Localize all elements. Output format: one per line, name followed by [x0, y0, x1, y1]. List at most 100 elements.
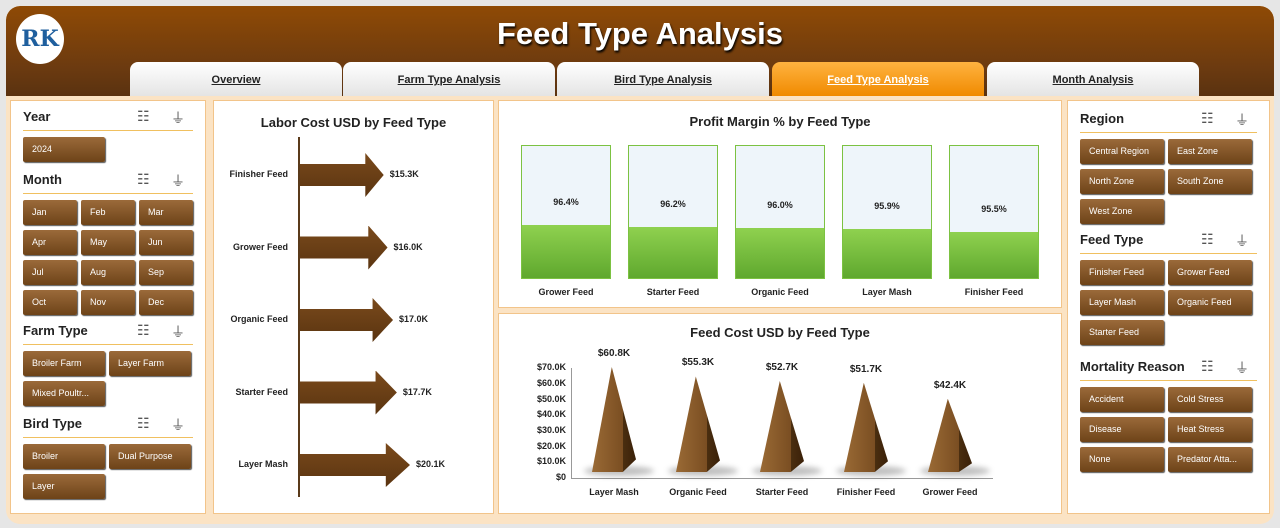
slicer-item-sep[interactable]: Sep	[139, 260, 193, 285]
slicer-item-layer-mash[interactable]: Layer Mash	[1080, 290, 1164, 315]
page-title: Feed Type Analysis	[497, 16, 783, 51]
y-axis	[571, 368, 572, 478]
slicer-item-starter-feed[interactable]: Starter Feed	[1080, 320, 1164, 345]
slicer-item-none[interactable]: None	[1080, 447, 1164, 472]
slicer-title: Farm Type	[23, 323, 88, 338]
pyramid	[844, 382, 888, 472]
left-slicer-panel: Year ☷ ⏚ 2024 Month ☷ ⏚ Jan Feb Mar Apr May Jun Jul Au…	[10, 100, 206, 514]
slicer-item-east-zone[interactable]: East Zone	[1168, 139, 1252, 164]
arrow-bar	[300, 225, 388, 270]
slicer-item-oct[interactable]: Oct	[23, 290, 77, 315]
pyramid	[928, 398, 972, 472]
clear-filter-icon[interactable]: ⏚	[1235, 112, 1263, 128]
multi-select-icon[interactable]: ☷	[137, 108, 164, 124]
clear-filter-icon[interactable]: ⏚	[1235, 233, 1263, 249]
slicer-item-south-zone[interactable]: South Zone	[1168, 169, 1252, 194]
data-label: $17.7K	[402, 386, 432, 397]
pyramid	[592, 366, 636, 472]
slicer-item-predator-atta-[interactable]: Predator Atta...	[1168, 447, 1252, 472]
data-label: $20.1K	[416, 459, 446, 469]
category-label: Organic Feed	[669, 487, 727, 497]
multi-select-icon[interactable]: ☷	[1201, 110, 1228, 126]
progress-box: 96.0%	[735, 145, 825, 279]
data-label: 96.2%	[660, 198, 686, 209]
multi-select-icon[interactable]: ☷	[137, 415, 164, 431]
header: RK Feed Type Analysis Overview Farm Type …	[6, 6, 1274, 96]
slicer-item-jun[interactable]: Jun	[139, 230, 193, 255]
slicer-divider	[23, 193, 193, 194]
clear-filter-icon[interactable]: ⏚	[1235, 360, 1263, 376]
data-label: $60.8K	[597, 347, 631, 359]
progress-fill	[736, 228, 824, 278]
data-label: 96.0%	[767, 200, 793, 211]
progress-fill	[522, 224, 610, 278]
tab-feed-type-analysis[interactable]: Feed Type Analysis	[772, 62, 984, 96]
data-label: $42.4K	[933, 379, 967, 391]
category-label: Layer Mash	[862, 287, 912, 297]
pyramid	[676, 376, 720, 472]
clear-filter-icon[interactable]: ⏚	[171, 110, 199, 126]
tab-bird-type-analysis[interactable]: Bird Type Analysis	[557, 62, 769, 96]
slicer-title: Month	[23, 172, 62, 187]
slicer-item-finisher-feed[interactable]: Finisher Feed	[1080, 260, 1164, 285]
multi-select-icon[interactable]: ☷	[137, 171, 164, 187]
data-label: 95.5%	[981, 204, 1007, 215]
category-label: Starter Feed	[646, 287, 700, 297]
slicer-item-feb[interactable]: Feb	[81, 200, 135, 225]
slicer-item-2024[interactable]: 2024	[23, 137, 105, 162]
slicer-item-disease[interactable]: Disease	[1080, 417, 1164, 442]
logo: RK	[16, 14, 64, 64]
slicer-item-central-region[interactable]: Central Region	[1080, 139, 1164, 164]
data-label: $51.7K	[849, 363, 883, 375]
category-label: Finisher Feed	[836, 487, 896, 497]
data-label: 95.9%	[874, 201, 900, 212]
slicer-item-jul[interactable]: Jul	[23, 260, 77, 285]
right-slicer-panel: Region ☷ ⏚ Central Region East Zone North Zon…	[1067, 100, 1270, 514]
slicer-item-layer-farm[interactable]: Layer Farm	[109, 351, 191, 376]
slicer-item-layer[interactable]: Layer	[23, 474, 105, 499]
progress-box: 95.5%	[949, 145, 1039, 279]
multi-select-icon[interactable]: ☷	[1201, 231, 1228, 247]
data-label: 96.4%	[553, 196, 579, 207]
clear-filter-icon[interactable]: ⏚	[171, 173, 199, 189]
slicer-item-broiler[interactable]: Broiler	[23, 444, 105, 469]
slicer-item-dec[interactable]: Dec	[139, 290, 193, 315]
slicer-item-may[interactable]: May	[81, 230, 135, 255]
slicer-item-jan[interactable]: Jan	[23, 200, 77, 225]
category-label: Grower Feed	[232, 241, 288, 252]
slicer-title: Region	[1080, 111, 1125, 126]
slicer-item-cold-stress[interactable]: Cold Stress	[1168, 387, 1252, 412]
slicer-item-nov[interactable]: Nov	[81, 290, 135, 315]
clear-filter-icon[interactable]: ⏚	[171, 324, 199, 340]
slicer-item-dual-purpose[interactable]: Dual Purpose	[109, 444, 191, 469]
slicer-item-mar[interactable]: Mar	[139, 200, 193, 225]
multi-select-icon[interactable]: ☷	[1201, 358, 1228, 374]
y-tick-label: $50.0K	[536, 393, 566, 404]
chart-title: Profit Margin % by Feed Type	[689, 114, 871, 129]
slicer-item-aug[interactable]: Aug	[81, 260, 135, 285]
tab-overview[interactable]: Overview	[130, 62, 342, 96]
dashboard: RK Feed Type Analysis Overview Farm Type …	[6, 6, 1274, 524]
pyramid	[760, 380, 804, 472]
tab-month-analysis[interactable]: Month Analysis	[987, 62, 1199, 96]
multi-select-icon[interactable]: ☷	[137, 322, 164, 338]
slicer-item-apr[interactable]: Apr	[23, 230, 77, 255]
slicer-divider	[23, 344, 193, 345]
data-label: $52.7K	[765, 361, 799, 373]
slicer-item-accident[interactable]: Accident	[1080, 387, 1164, 412]
category-label: Layer Mash	[238, 459, 288, 469]
slicer-item-grower-feed[interactable]: Grower Feed	[1168, 260, 1252, 285]
slicer-item-broiler-farm[interactable]: Broiler Farm	[23, 351, 105, 376]
progress-box: 95.9%	[842, 145, 932, 279]
feed-cost-chart: Feed Cost USD by Feed Type $0 $10.0K $20.0K…	[498, 313, 1062, 514]
slicer-item-heat-stress[interactable]: Heat Stress	[1168, 417, 1252, 442]
slicer-item-west-zone[interactable]: West Zone	[1080, 199, 1164, 224]
progress-fill	[950, 232, 1038, 278]
y-tick-label: $30.0K	[536, 424, 566, 435]
slicer-item-organic-feed[interactable]: Organic Feed	[1168, 290, 1252, 315]
clear-filter-icon[interactable]: ⏚	[171, 417, 199, 433]
slicer-item-north-zone[interactable]: North Zone	[1080, 169, 1164, 194]
slicer-item-mixed-poultr-[interactable]: Mixed Poultr...	[23, 381, 105, 406]
profit-margin-chart: Profit Margin % by Feed Type 96.4% Grower …	[498, 100, 1062, 308]
tab-farm-type-analysis[interactable]: Farm Type Analysis	[343, 62, 555, 96]
